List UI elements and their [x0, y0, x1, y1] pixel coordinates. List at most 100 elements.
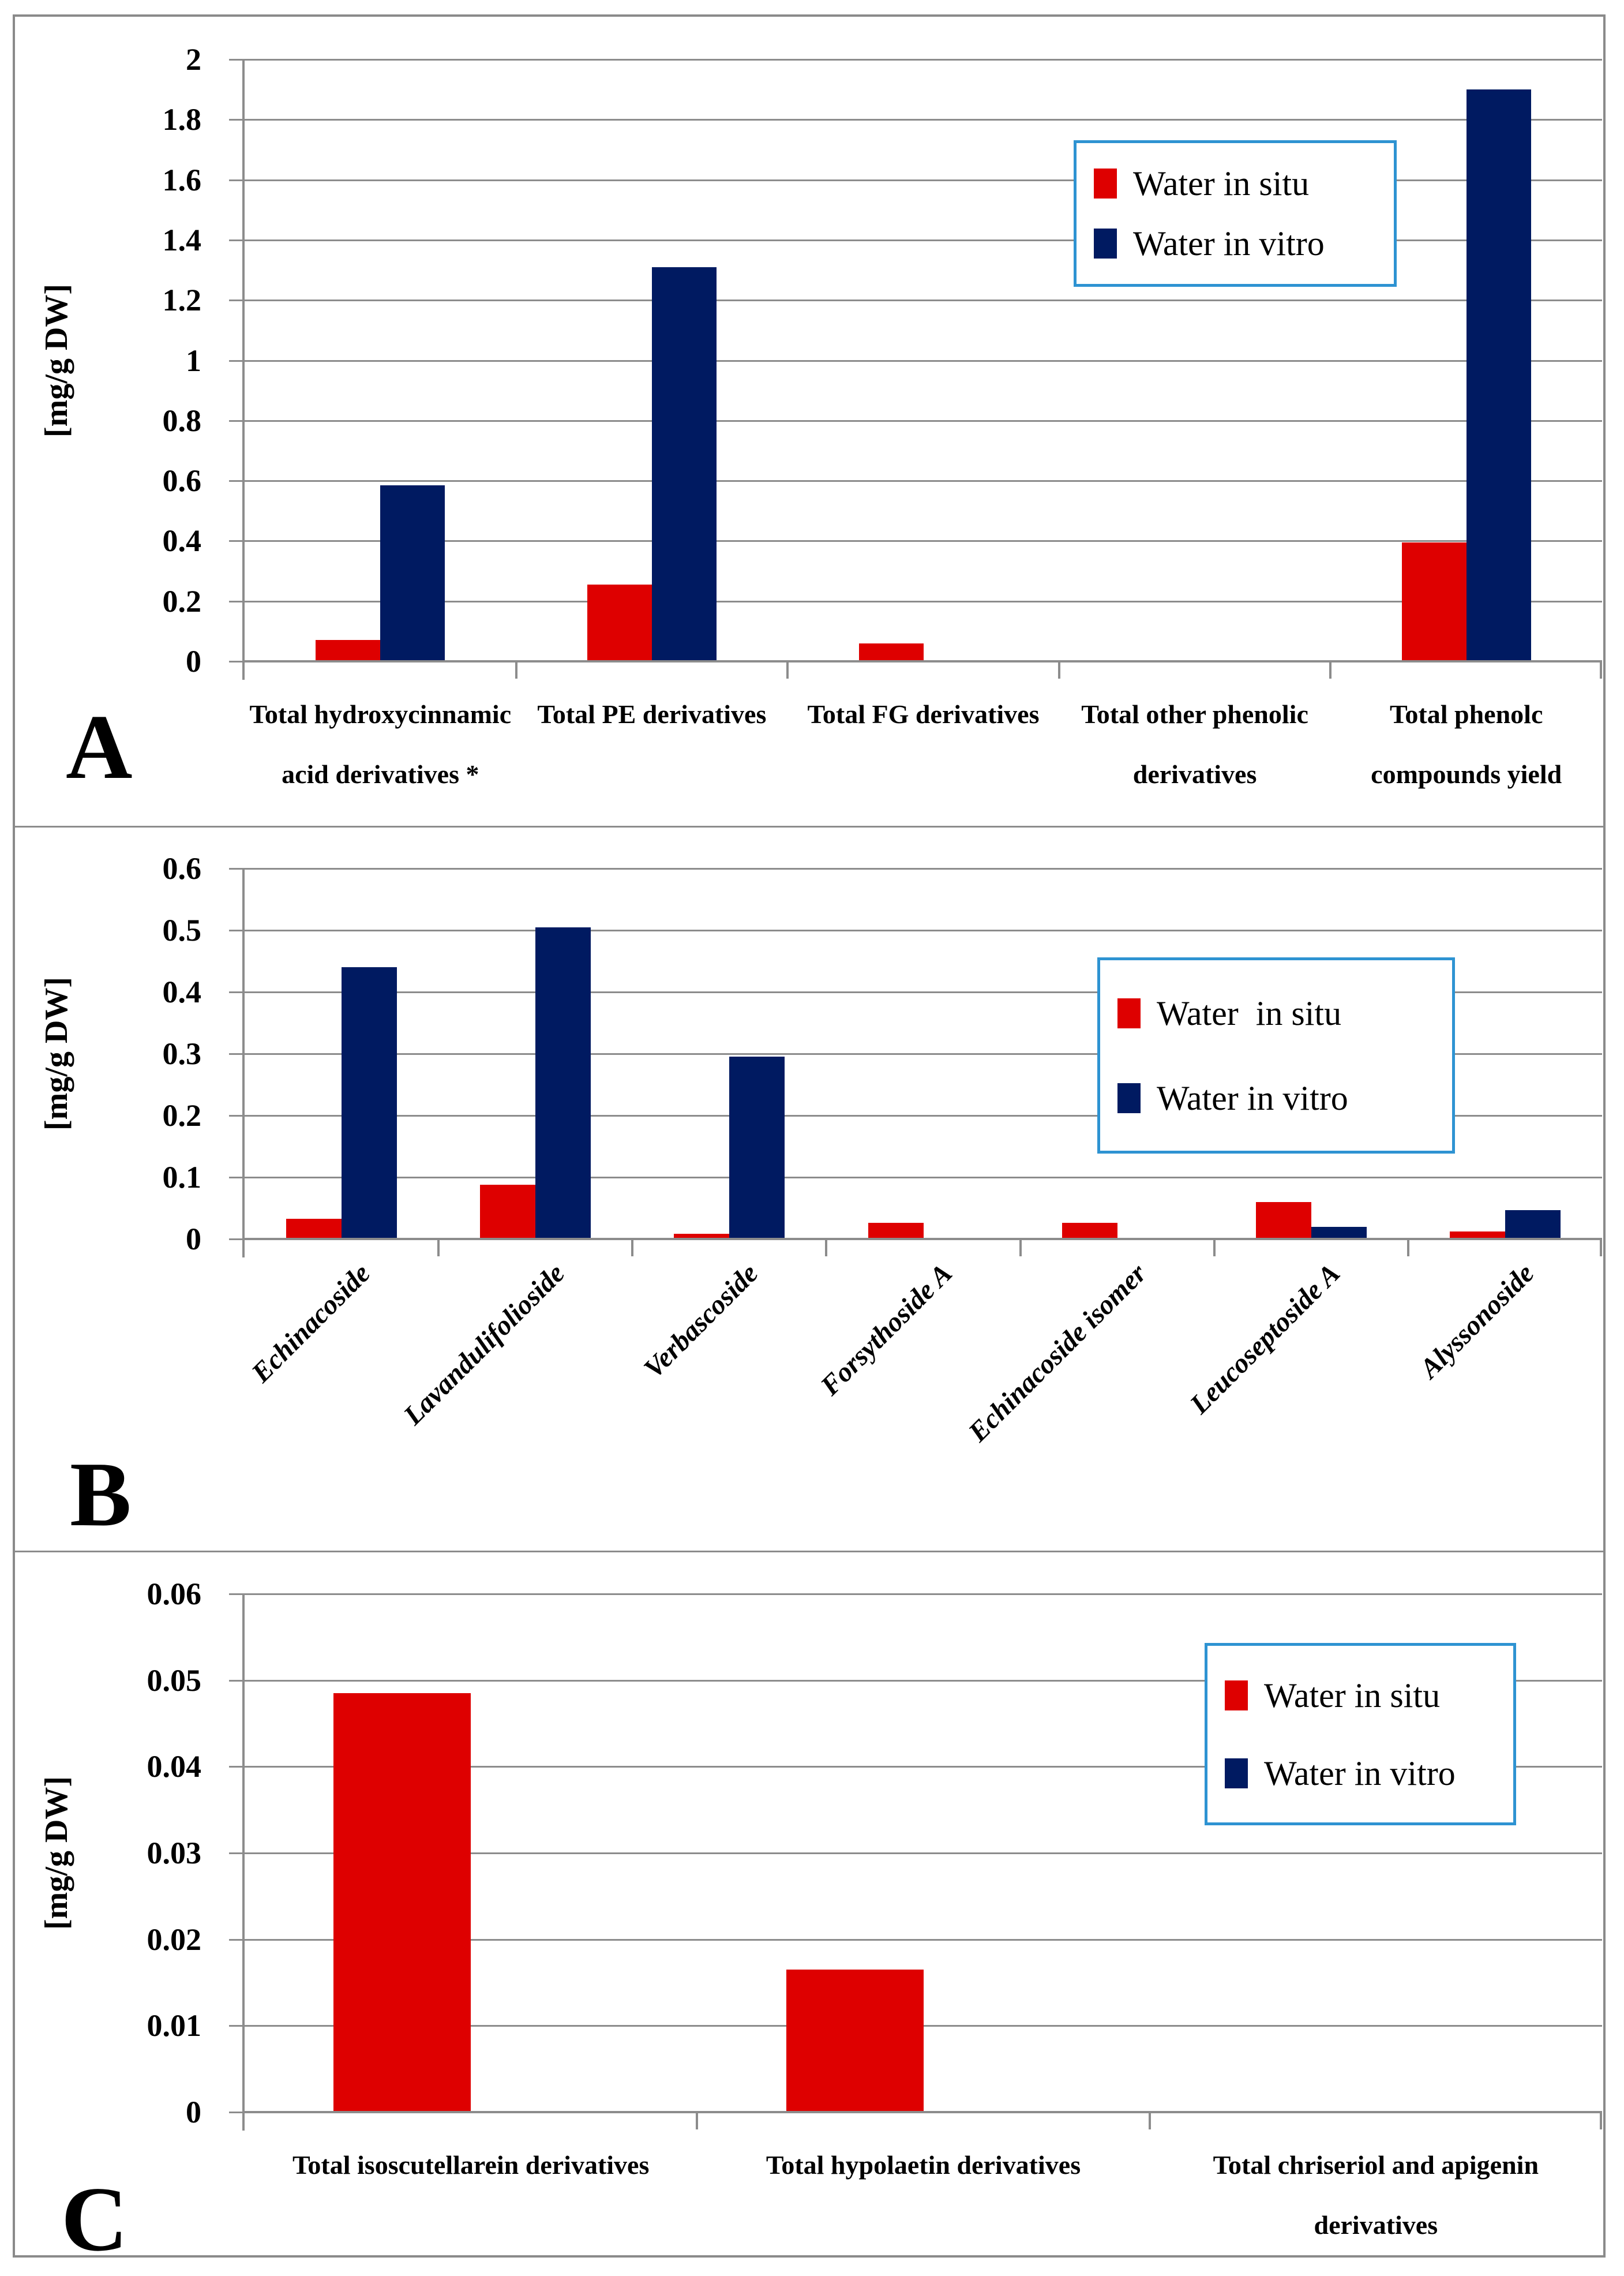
y-tick-mark — [229, 480, 245, 482]
y-axis-line — [242, 869, 245, 1257]
y-tick-mark — [229, 1852, 245, 1854]
y-tick-mark — [229, 661, 245, 662]
y-tick-mark — [229, 59, 245, 61]
gridline — [245, 1593, 1602, 1595]
y-tick-mark — [229, 1679, 245, 1682]
legend-row: Water in vitro — [1094, 226, 1377, 261]
y-tick-label: 0.4 — [162, 975, 202, 1009]
bar-water-in-vitro — [1311, 1226, 1367, 1239]
x-category-label: Forsythoside A — [815, 1257, 958, 1402]
bar-water-in-situ — [480, 1184, 536, 1239]
legend-row: Water in situ — [1117, 996, 1435, 1031]
y-tick-label: 0.05 — [147, 1663, 202, 1698]
y-tick-mark — [229, 1177, 245, 1178]
gridline — [245, 1053, 1602, 1055]
legend-swatch-water-in-vitro — [1117, 1083, 1141, 1113]
x-category-label-text: Total FG derivatives — [807, 699, 1040, 729]
gridline — [245, 179, 1602, 181]
panel-a: [mg/g DW] A 2 1.8 1.6 1.4 1.2 1 0.8 0.6 0.4 0.2 0 T… — [15, 17, 1603, 828]
gridline — [245, 660, 1602, 662]
y-tick-mark — [229, 868, 245, 870]
legend-swatch-water-in-vitro — [1094, 229, 1117, 259]
gridline — [245, 360, 1602, 362]
bar-water-in-situ — [1255, 1201, 1311, 1239]
bar-water-in-vitro — [1466, 89, 1531, 661]
x-category-label-text: Total other phenolic derivatives — [1081, 699, 1308, 789]
legend-row: Water in vitro — [1117, 1081, 1435, 1115]
x-category-label: Echinacoside isomer — [962, 1257, 1153, 1448]
bar-water-in-situ — [674, 1234, 730, 1239]
figure-frame: [mg/g DW] A 2 1.8 1.6 1.4 1.2 1 0.8 0.6 0.4 0.2 0 T… — [13, 14, 1606, 2265]
y-tick-label: 0.3 — [162, 1036, 202, 1071]
y-axis-line — [242, 59, 245, 680]
x-tick-mark — [1057, 661, 1060, 679]
x-category-label-text: Total isoscutellarein derivatives — [292, 2150, 650, 2180]
legend-row: Water in situ — [1225, 1678, 1496, 1713]
x-tick-mark — [1329, 661, 1332, 679]
legend-swatch-water-in-vitro — [1225, 1758, 1248, 1788]
panel-letter-b: B — [70, 1443, 132, 1545]
gridline — [245, 1238, 1602, 1240]
y-tick-mark — [229, 600, 245, 602]
x-tick-mark — [786, 661, 789, 679]
gridline — [245, 868, 1602, 870]
x-category-label-text: Total hydroxycinnamic acid derivatives * — [249, 699, 512, 789]
y-tick-mark — [229, 1593, 245, 1595]
y-tick-label: 0.01 — [147, 2008, 202, 2043]
gridline — [245, 1679, 1602, 1682]
gridline — [245, 300, 1602, 302]
y-tick-mark — [229, 1938, 245, 1941]
x-category-label: Total hydroxycinnamic acid derivatives * — [245, 684, 516, 804]
gridline — [245, 540, 1602, 542]
x-category-label: Lavandulifolioside — [397, 1257, 571, 1431]
panel-letter-c: C — [61, 2168, 128, 2270]
y-tick-mark — [229, 119, 245, 121]
y-tick-label: 0.6 — [162, 463, 202, 499]
gridline — [245, 2111, 1602, 2113]
x-category-label: Total phenolc compounds yield — [1330, 684, 1602, 804]
x-tick-mark — [631, 1239, 634, 1256]
x-category-label-text: Total phenolc compounds yield — [1371, 699, 1562, 789]
y-tick-label: 1.4 — [162, 222, 202, 257]
y-tick-mark — [229, 2112, 245, 2113]
legend-label: Water in vitro — [1264, 1754, 1456, 1792]
gridline — [245, 1938, 1602, 1941]
gridline — [245, 991, 1602, 993]
bar-water-in-vitro — [1505, 1210, 1561, 1239]
x-category-labels: Total isoscutellarein derivatives Total h… — [245, 2135, 1602, 2255]
y-tick-label: 0 — [186, 2095, 201, 2129]
y-tick-label: 0.2 — [162, 1098, 202, 1133]
x-category-labels: Total hydroxycinnamic acid derivatives *… — [245, 684, 1602, 804]
x-category-label-text: Total hypolaetin derivatives — [766, 2150, 1081, 2180]
legend-row: Water in vitro — [1225, 1756, 1496, 1791]
y-tick-label: 0.04 — [147, 1749, 202, 1784]
legend-label: Water in situ — [1157, 994, 1342, 1032]
legend-label: Water in situ — [1264, 1676, 1441, 1715]
y-tick-label: 0.4 — [162, 523, 202, 559]
y-tick-mark — [229, 360, 245, 362]
bar-water-in-situ — [786, 1970, 924, 2112]
bar-water-in-situ — [587, 585, 652, 661]
gridline — [245, 420, 1602, 422]
y-tick-mark — [229, 300, 245, 302]
gridline — [245, 1852, 1602, 1854]
gridline — [245, 480, 1602, 482]
x-tick-mark — [1148, 2112, 1151, 2129]
bar-water-in-situ — [858, 643, 924, 661]
gridline — [245, 1177, 1602, 1178]
y-tick-label: 0.02 — [147, 1922, 202, 1957]
y-tick-label: 1 — [186, 343, 201, 378]
x-category-label-text: Total chriseriol and apigenin derivative… — [1213, 2150, 1539, 2240]
y-tick-mark — [229, 2025, 245, 2027]
legend-row: Water in situ — [1094, 166, 1377, 201]
panel-letter-a: A — [66, 695, 133, 798]
y-tick-mark — [229, 540, 245, 542]
y-tick-mark — [229, 1053, 245, 1055]
bar-water-in-situ — [1449, 1231, 1505, 1239]
y-tick-label: 0.6 — [162, 851, 202, 886]
bar-water-in-situ — [286, 1218, 342, 1239]
y-tick-label: 0.06 — [147, 1577, 202, 1611]
gridline — [245, 239, 1602, 241]
panel-c: [mg/g DW] C 0.06 0.05 0.04 0.03 0.02 0.01 0 Tot… — [15, 1552, 1603, 2265]
y-tick-mark — [229, 991, 245, 993]
